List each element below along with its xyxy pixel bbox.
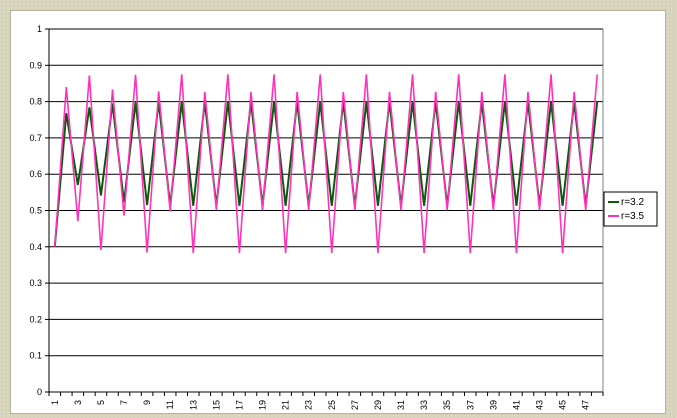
legend-box: [603, 191, 658, 227]
x-tick-label: 7: [119, 400, 129, 405]
y-tick-label: 0.1: [29, 351, 42, 361]
gridlines: [49, 28, 603, 357]
x-tick-label: 25: [327, 400, 337, 410]
y-tick-label: 0.7: [29, 133, 42, 143]
x-tick-label: 17: [234, 400, 244, 410]
y-tick-label: 0: [37, 387, 42, 397]
y-tick-labels: 0 0.1 0.2 0.3 0.4 0.5 0.6 0.7 0.8 0.9 1: [29, 24, 42, 397]
x-tick-label: 45: [558, 400, 568, 410]
y-tick-label: 0.9: [29, 60, 42, 70]
y-tick-label: 0.5: [29, 206, 42, 216]
x-tick-label: 5: [96, 400, 106, 405]
x-tick-label: 33: [419, 400, 429, 410]
x-tick-label: 9: [142, 400, 152, 405]
chart-area: 0 0.1 0.2 0.3 0.4 0.5 0.6 0.7 0.8 0.9 1 1 3 5 7 9 11 13 1…: [10, 10, 666, 414]
legend-label-r32: r=3.2: [621, 197, 645, 208]
x-tick-label: 27: [350, 400, 360, 410]
x-tick-label: 35: [442, 400, 452, 410]
legend-label-r35: r=3.5: [621, 211, 645, 222]
y-tick-label: 0.8: [29, 97, 42, 107]
series-lines: [53, 74, 599, 254]
x-tick-label: 11: [165, 400, 175, 409]
x-tick-label: 29: [373, 400, 383, 410]
x-tick-label: 3: [73, 400, 83, 405]
x-tick-label: 21: [281, 400, 291, 410]
y-tick-label: 1: [37, 24, 42, 34]
x-tick-label: 41: [511, 400, 521, 410]
axes: [45, 28, 604, 396]
series-line-r35: [53, 74, 599, 254]
x-tick-label: 1: [50, 400, 60, 405]
line-chart: 00.10.20.30.40.50.60.70.80.91 1 3 5 7 9 11 13 1…: [29, 24, 658, 410]
x-tick-label: 15: [211, 400, 221, 410]
y-tick-label: 0.2: [29, 314, 42, 324]
x-tick-label: 47: [581, 400, 591, 410]
y-tick-label: 0.4: [29, 242, 42, 252]
legend: r=3.2 r=3.5: [603, 191, 658, 227]
x-tick-label: 39: [488, 400, 498, 410]
y-tick-label: 0.3: [29, 278, 42, 288]
x-tick-label: 37: [465, 400, 475, 410]
x-tick-label: 13: [188, 400, 198, 410]
x-tick-label: 19: [258, 400, 268, 410]
y-tick-label: 0.6: [29, 169, 42, 179]
x-tick-label: 31: [396, 400, 406, 410]
x-tick-label: 23: [304, 400, 314, 410]
x-tick-labels: 1 3 5 7 9 11 13 15 17 19 21 23 25 27 29 31 33 35 37 39 41 43 4…: [50, 400, 591, 410]
x-tick-label: 43: [535, 400, 545, 410]
